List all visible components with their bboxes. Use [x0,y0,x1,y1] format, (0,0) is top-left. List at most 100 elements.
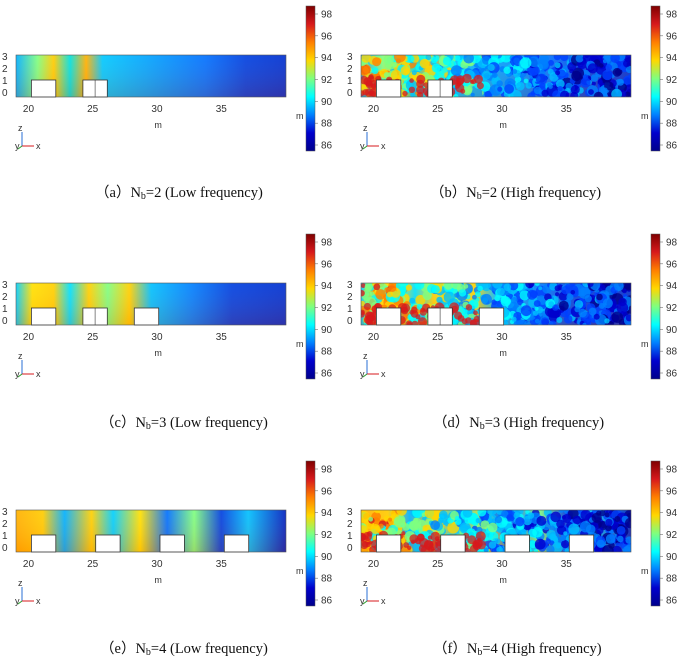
colorbar-tick-label: 90 [321,325,333,336]
x-tick-label: 20 [23,104,35,115]
x-tick-label: 20 [368,332,380,343]
axis-triad-icon: z x y [360,123,386,151]
contour-panel-a: 3 2 1 0 20 25 30 35 m z x y 98 96 94 92 90 88 86 m [0,0,333,215]
x-tick-label: 30 [151,332,163,343]
building-block [95,534,121,553]
y-tick-label: 2 [347,64,353,75]
x-axis-unit: m [154,120,162,130]
caption-letter: b [444,185,452,201]
building-block [159,534,185,553]
caption-n-value: =3 [484,415,501,431]
building-block [82,79,108,98]
y-tick-label: 1 [347,531,353,542]
caption-letter: f [447,641,453,657]
contour-panel-d: 3 2 1 0 20 25 30 35 m z x y 98 96 94 92 90 88 86 m [345,228,678,443]
svg-text:x: x [36,596,41,606]
caption-n-value: =3 [150,415,167,431]
colorbar [650,460,661,607]
x-tick-label: 25 [87,332,99,343]
caption-paren-open: （ [95,185,110,201]
colorbar-tick-label: 96 [321,259,333,270]
x-tick-label: 20 [23,332,35,343]
caption-paren-close: ） [115,185,131,201]
y-tick-label: 2 [347,292,353,303]
x-tick-label: 35 [561,104,573,115]
y-tick-label: 0 [347,543,353,554]
colorbar-tick-label: 90 [666,97,678,108]
svg-text:x: x [381,596,386,606]
panel-caption: （b）Nb=2 (High frequency) [430,181,601,202]
y-tick-label: 2 [2,64,8,75]
colorbar-tick-label: 92 [666,75,678,86]
x-tick-label: 20 [368,559,380,570]
colorbar-tick-label: 92 [666,303,678,314]
caption-n-value: =4 [482,641,498,657]
caption-n-sub: b [145,421,151,432]
caption-letter: c [114,415,121,431]
x-tick-label: 35 [561,559,573,570]
colorbar-tick-label: 90 [666,325,678,336]
svg-text:x: x [381,141,386,151]
svg-text:z: z [363,578,368,588]
colorbar-tick-label: 88 [321,574,333,585]
colorbar-tick-label: 92 [666,530,678,541]
panel-caption: （e）Nb=4 (Low frequency) [100,637,268,658]
svg-text:x: x [36,369,41,379]
colorbar [305,460,316,607]
y-tick-label: 3 [2,507,8,518]
colorbar-tick-label: 98 [666,10,678,21]
colorbar-tick-label: 90 [321,552,333,563]
caption-paren-close: ） [452,641,467,657]
colorbar-tick-label: 94 [666,281,678,292]
y-tick-label: 2 [2,519,8,530]
contour-panel-c: 3 2 1 0 20 25 30 35 m z x y 98 96 94 92 90 88 86 m [0,228,333,443]
svg-text:y: y [360,596,365,606]
caption-n-prefix: N [466,185,477,201]
building-block [427,307,453,326]
caption-n-sub: b [476,191,482,202]
svg-text:y: y [15,141,20,151]
caption-n-prefix: N [469,415,480,431]
caption-n-sub: b [140,191,146,202]
y-tick-label: 1 [347,304,353,315]
svg-text:x: x [36,141,41,151]
caption-mode: (Low frequency) [169,415,268,431]
colorbar-unit: m [641,566,649,576]
colorbar [650,5,661,152]
building-block [133,307,160,326]
caption-n-prefix: N [135,641,146,657]
caption-n-value: =2 [481,185,498,201]
colorbar-unit: m [641,339,649,349]
caption-n-sub: b [479,421,485,432]
colorbar-tick-label: 86 [666,141,678,152]
y-tick-label: 3 [347,280,353,291]
caption-paren-open: （ [100,641,115,657]
building-block [30,307,57,326]
colorbar-tick-label: 98 [321,238,333,249]
x-axis-unit: m [499,348,507,358]
building-block [504,534,530,553]
y-tick-label: 3 [2,52,8,63]
colorbar-unit: m [296,566,304,576]
x-axis-unit: m [154,348,162,358]
caption-mode: (Low frequency) [164,185,263,201]
caption-letter: a [109,185,116,201]
svg-text:y: y [15,369,20,379]
caption-paren-close: ） [120,415,136,431]
caption-paren-open: （ [433,641,448,657]
building-block [375,534,402,553]
colorbar-tick-label: 98 [666,238,678,249]
caption-paren-close: ） [120,641,136,657]
panel-caption: （f）Nb=4 (High frequency) [433,637,602,658]
axis-triad-icon: z x y [15,578,41,606]
y-tick-label: 3 [2,280,8,291]
caption-letter: e [114,641,121,657]
y-tick-label: 0 [347,88,353,99]
colorbar-tick-label: 96 [666,486,678,497]
panel-caption: （c）Nb=3 (Low frequency) [100,411,268,432]
panel-caption: （d）Nb=3 (High frequency) [433,411,604,432]
x-tick-label: 35 [561,332,573,343]
